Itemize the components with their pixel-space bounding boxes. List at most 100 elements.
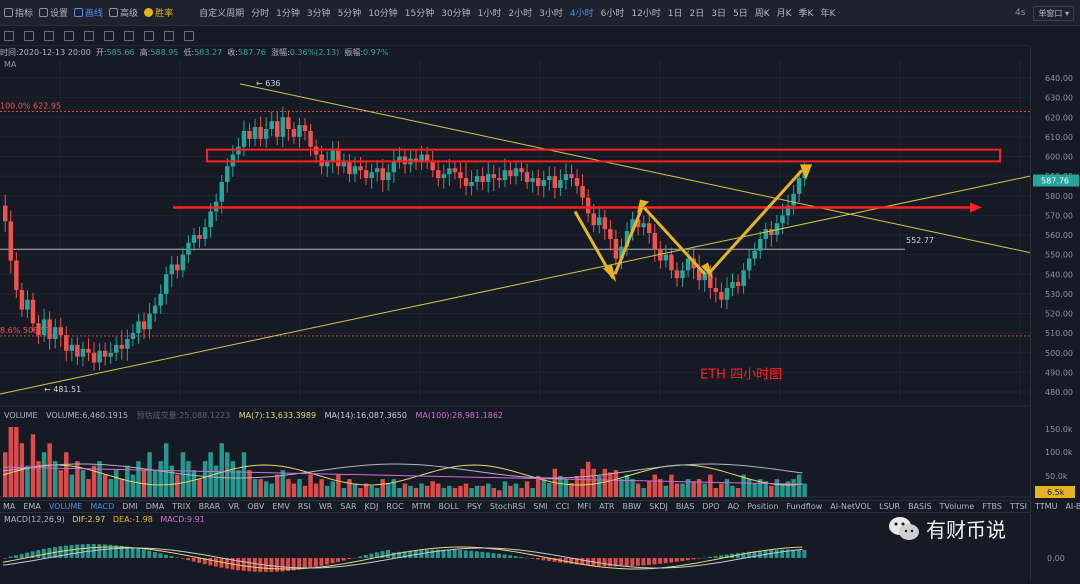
indicator-button[interactable]: 指标 [4,6,33,19]
indicator-tab-ttmu[interactable]: TTMU [1035,502,1058,511]
win-rate-button[interactable]: 胜率 [144,6,173,19]
volume-bar [430,481,435,497]
layout-select[interactable]: 单窗口 ▾ [1033,5,1074,21]
indicator-tab-emv[interactable]: EMV [272,502,290,511]
period-1[interactable]: 分时 [251,9,270,19]
indicator-tab-bbw[interactable]: BBW [622,502,642,511]
indicator-tab-dmi[interactable]: DMI [122,502,138,511]
candle-body [269,121,274,130]
period-8[interactable]: 1小时 [477,9,502,19]
candle-body [91,352,97,363]
indicator-tab-dpo[interactable]: DPO [702,502,720,511]
indicator-tab-ma[interactable]: MA [3,502,16,511]
candle-body [602,217,608,230]
period-19[interactable]: 月K [776,9,792,19]
measure-tool-icon[interactable] [124,30,134,41]
period-20[interactable]: 季K [798,9,814,19]
shape-tool-icon[interactable] [84,30,94,41]
indicator-tab-sar[interactable]: SAR [340,502,357,511]
text-tool-icon[interactable] [104,30,114,41]
price-chart[interactable]: 100.0% 622.95 8.6% 508.57 552.77 ← 636 ← 481… [0,0,1030,581]
trash-icon[interactable] [184,30,194,41]
candle-body [752,250,757,259]
ma-legend: MA [4,60,17,69]
draw-line-button[interactable]: 画线 [74,6,103,19]
indicator-tab-mtm[interactable]: MTM [411,502,431,511]
indicator-tab-roc[interactable]: ROC [386,502,404,511]
period-2[interactable]: 1分钟 [276,9,300,19]
macd-bar [502,554,507,558]
candle-body [97,350,102,363]
period-17[interactable]: 5日 [733,9,748,19]
fib-tool-icon[interactable] [64,30,74,41]
candle-body [497,178,502,181]
indicator-tab-position[interactable]: Position [747,502,779,511]
indicator-tab-ai-bsi[interactable]: AI-BSI [1065,502,1080,511]
price-tick: 600.00 [1045,153,1073,162]
advanced-button[interactable]: 高级 [109,6,138,19]
candle-body [746,258,752,271]
indicator-tab-boll[interactable]: BOLL [438,502,460,511]
indicator-tab-ai-netvol[interactable]: AI-NetVOL [830,502,872,511]
period-4[interactable]: 5分钟 [337,9,362,19]
indicator-tab-ftbs[interactable]: FTBS [982,502,1002,511]
volume-bar [719,483,724,497]
indicator-tab-atr[interactable]: ATR [599,502,615,511]
macd-bar [397,551,402,558]
macd-bar [286,558,291,571]
candle-body [186,242,191,255]
indicator-tab-brar[interactable]: BRAR [198,502,221,511]
indicator-tab-bias[interactable]: BIAS [675,502,695,511]
lock-icon[interactable] [144,30,154,41]
period-21[interactable]: 年K [820,9,836,19]
period-9[interactable]: 2小时 [508,9,533,19]
indicator-tab-trix[interactable]: TRIX [172,502,191,511]
candle-body [663,254,669,261]
macd-bar [713,556,718,558]
period-10[interactable]: 3小时 [539,9,563,19]
indicator-tab-mfi[interactable]: MFI [577,502,592,511]
indicator-tab-smi[interactable]: SMI [533,502,548,511]
candle-body [202,227,208,239]
period-18[interactable]: 周K [754,9,770,19]
period-3[interactable]: 3分钟 [306,9,331,19]
volume-bar [630,479,635,497]
period-16[interactable]: 3日 [711,9,726,19]
indicator-tab-ema[interactable]: EMA [23,502,41,511]
volume-bar [241,452,247,497]
indicator-tab-dma[interactable]: DMA [145,502,165,511]
period-6[interactable]: 15分钟 [404,9,435,19]
indicator-tab-macd[interactable]: MACD [90,502,115,511]
indicator-tab-cci[interactable]: CCI [555,502,570,511]
indicator-tab-tvolume[interactable]: TVolume [939,502,975,511]
indicator-tab-vr[interactable]: VR [228,502,240,511]
period-5[interactable]: 10分钟 [368,9,398,19]
period-13[interactable]: 12小时 [631,9,661,19]
indicator-tab-rsi[interactable]: RSI [297,502,311,511]
channel-tool-icon[interactable] [44,30,54,41]
settings-button[interactable]: 设置 [39,6,68,19]
macd-bar [674,558,679,562]
indicator-tab-ao[interactable]: AO [727,502,740,511]
period-11[interactable]: 4小时 [569,9,594,19]
indicator-tab-stochrsi[interactable]: StochRSI [489,502,526,511]
indicator-tab-kdj[interactable]: KDJ [364,502,379,511]
indicator-tab-obv[interactable]: OBV [247,502,265,511]
indicator-tab-wr[interactable]: WR [318,502,333,511]
crosshair-icon[interactable] [4,30,14,41]
indicator-tab-psy[interactable]: PSY [467,502,482,511]
indicator-tab-basis[interactable]: BASIS [908,502,932,511]
indicator-tab-volume[interactable]: VOLUME [48,502,83,511]
period-12[interactable]: 6小时 [600,9,625,19]
period-7[interactable]: 30分钟 [441,9,471,19]
indicator-tab-skdj[interactable]: SKDJ [649,502,668,511]
indicator-tab-fundflow[interactable]: Fundflow [786,502,823,511]
eye-icon[interactable] [164,30,174,41]
period-14[interactable]: 1日 [667,9,683,19]
period-15[interactable]: 2日 [689,9,705,19]
indicator-tab-lsur[interactable]: LSUR [879,502,901,511]
macd-bar [669,558,674,563]
indicator-tab-ttsi[interactable]: TTSI [1009,502,1028,511]
line-tool-icon[interactable] [24,30,34,41]
period-0[interactable]: 自定义周期 [199,9,245,19]
